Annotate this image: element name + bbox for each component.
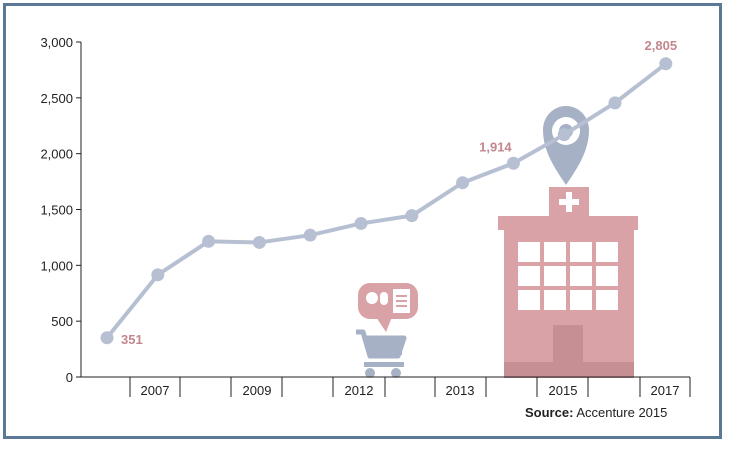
- x-tick-label: 2007: [141, 383, 170, 398]
- source-text: Accenture 2015: [576, 405, 668, 420]
- y-tick-label: 3,000: [40, 35, 73, 50]
- y-tick-label: 1,500: [40, 203, 73, 218]
- map-pin-icon: [543, 106, 589, 185]
- data-point: [252, 235, 266, 249]
- y-tick-label: 2,500: [40, 91, 73, 106]
- source-note: Source: Accenture 2015: [525, 405, 667, 420]
- data-point: [202, 234, 216, 248]
- data-point: [456, 176, 470, 190]
- y-tick-label: 1,000: [40, 258, 73, 273]
- x-tick-label: 2012: [345, 383, 374, 398]
- data-point: [100, 331, 114, 345]
- data-label: 351: [121, 332, 143, 347]
- x-tick-label: 2017: [651, 383, 680, 398]
- y-tick-label: 0: [66, 370, 73, 385]
- hospital-icon: [498, 187, 638, 378]
- data-point: [151, 268, 165, 282]
- data-point: [506, 156, 520, 170]
- data-point: [557, 128, 571, 142]
- source-prefix: Source:: [525, 405, 574, 420]
- data-point: [405, 209, 419, 223]
- data-label: 1,914: [479, 139, 512, 154]
- series-line: [105, 62, 668, 340]
- data-point: [303, 228, 317, 242]
- x-tick-label: 2009: [243, 383, 272, 398]
- data-point: [659, 57, 673, 71]
- y-tick-label: 500: [51, 314, 73, 329]
- x-tick-label: 2015: [549, 383, 578, 398]
- data-point: [354, 216, 368, 230]
- pills-speech-bubble-icon: [358, 283, 418, 332]
- data-label: 2,805: [645, 38, 678, 53]
- y-tick-label: 2,000: [40, 147, 73, 162]
- shopping-cart-icon: [356, 329, 407, 378]
- data-point: [608, 96, 622, 110]
- x-tick-label: 2013: [446, 383, 475, 398]
